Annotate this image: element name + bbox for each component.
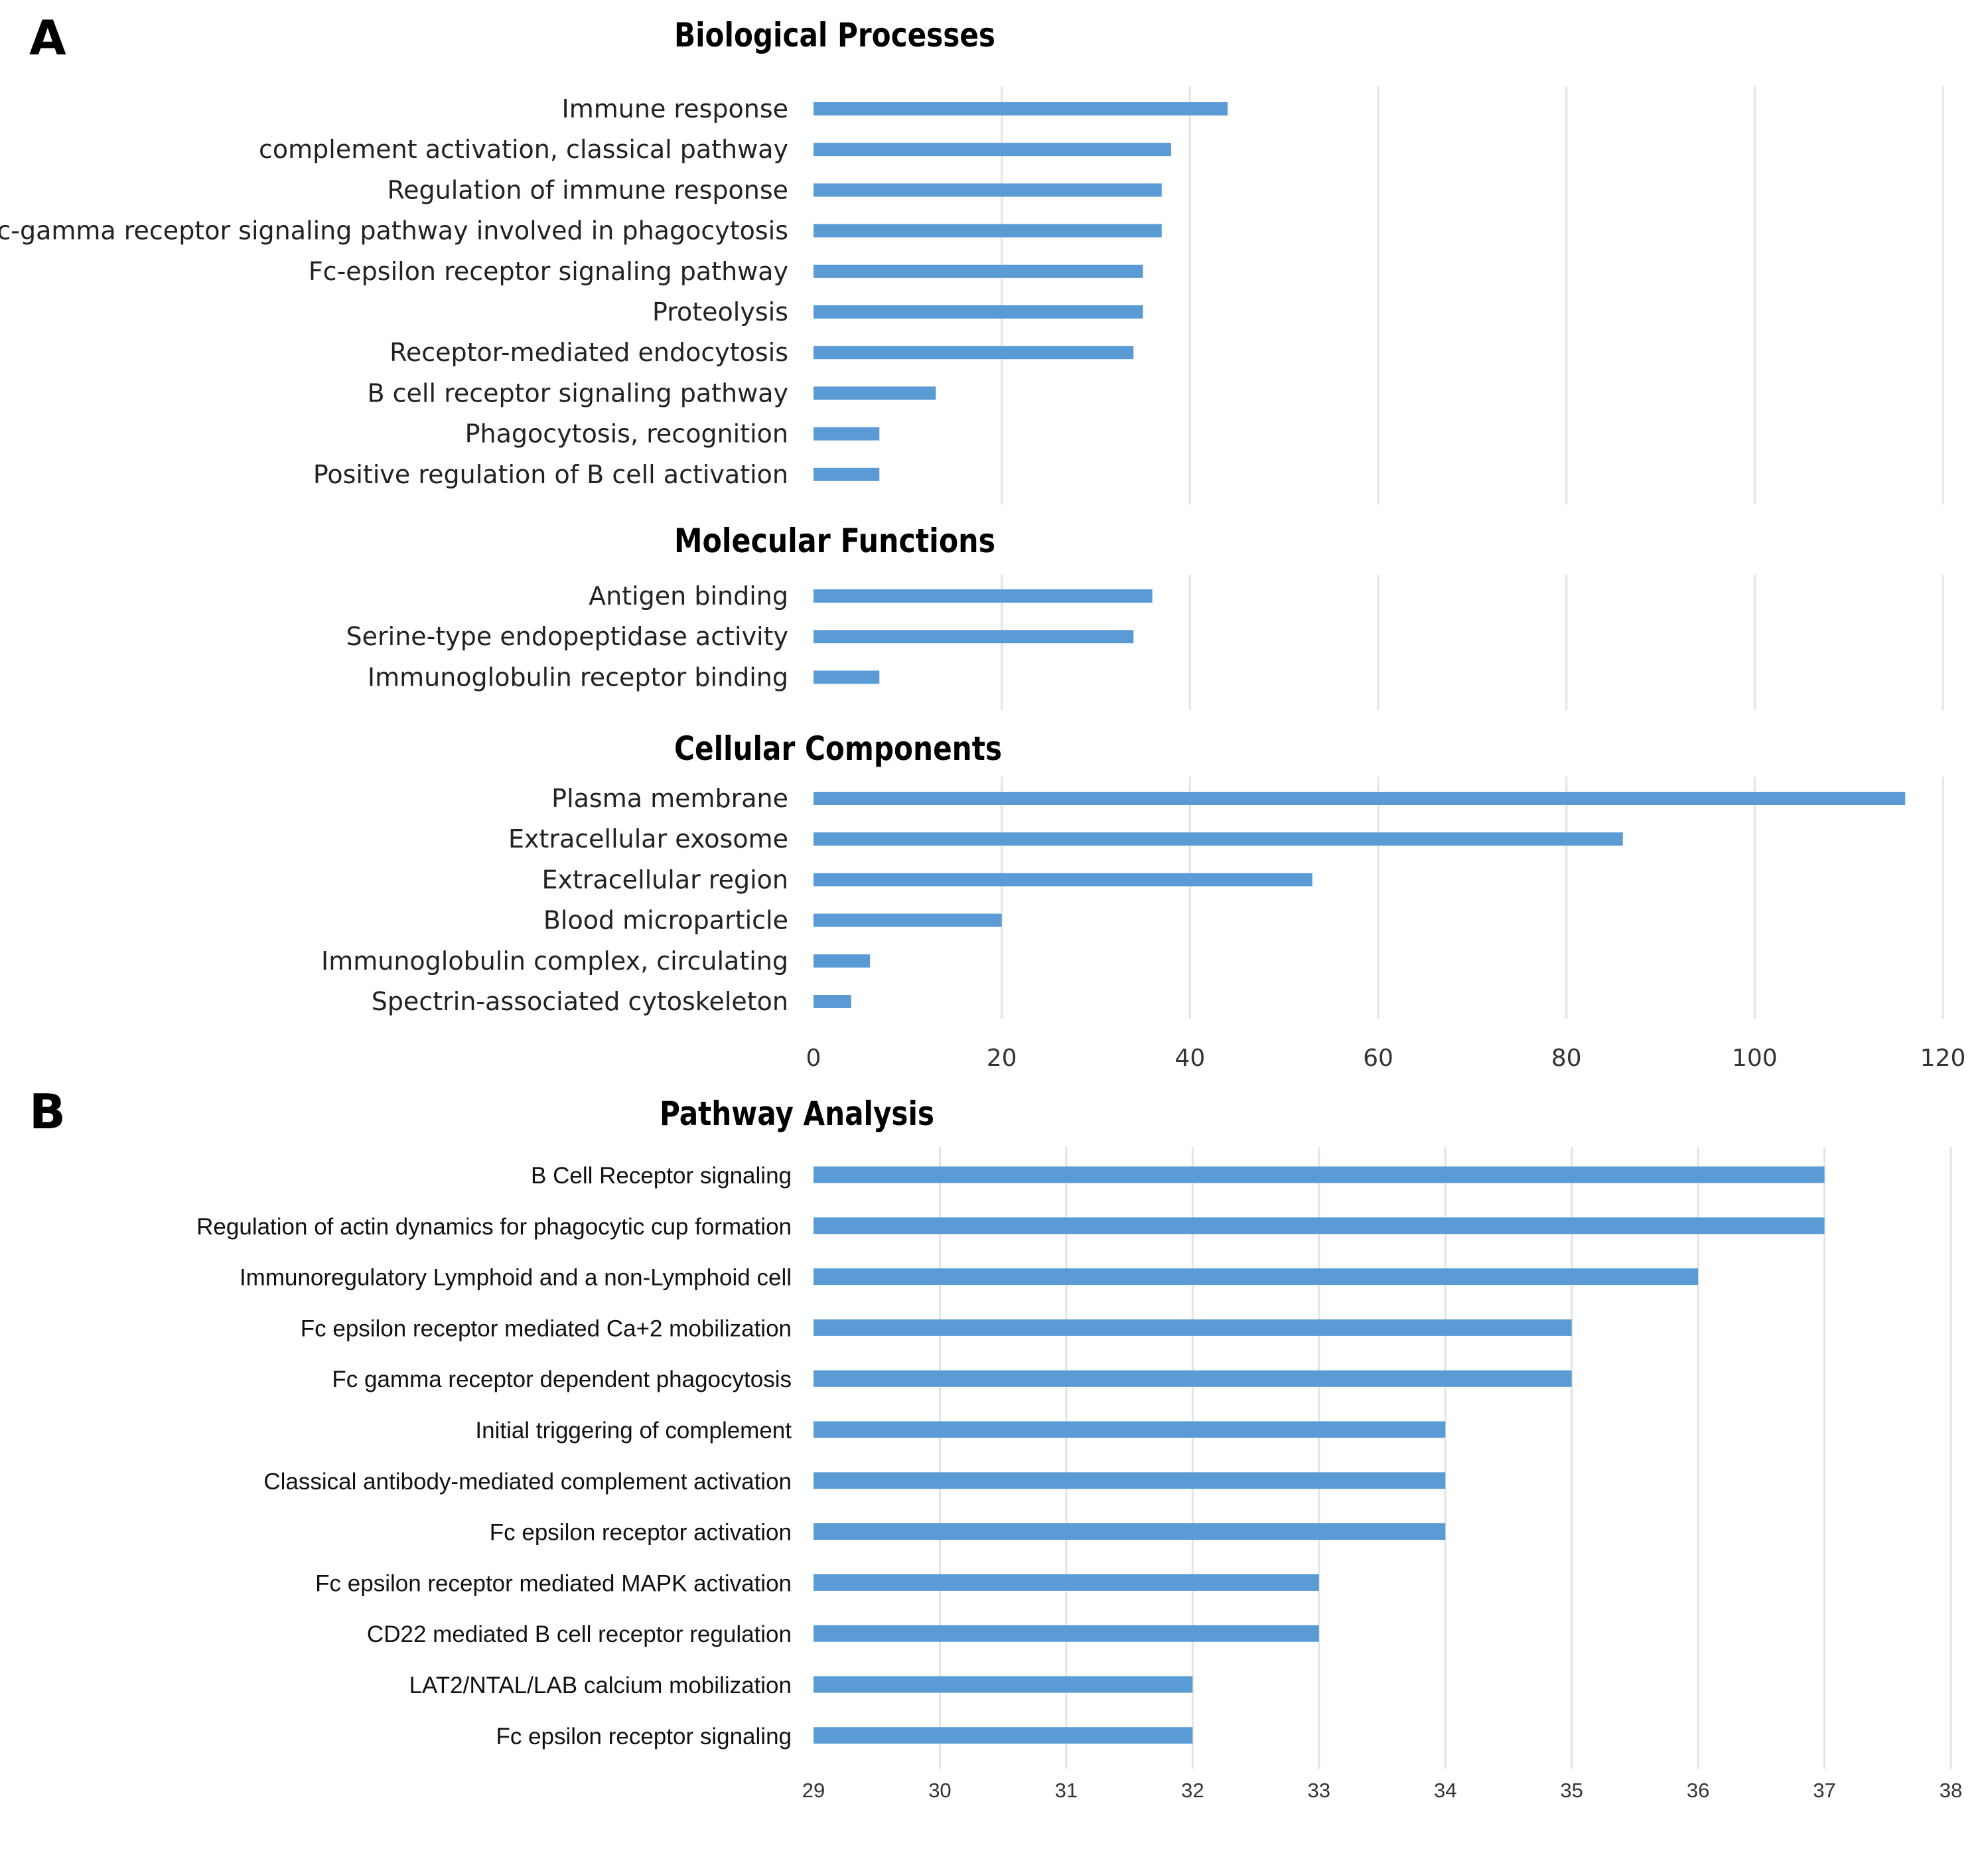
bar xyxy=(814,913,1002,927)
tick-label: 34 xyxy=(1434,1779,1456,1802)
bar xyxy=(814,832,1623,846)
bar xyxy=(814,1166,1825,1183)
category-label: Plasma membrane xyxy=(551,784,788,813)
bar xyxy=(814,1472,1446,1489)
bar xyxy=(814,346,1134,360)
tick-label: 33 xyxy=(1308,1779,1330,1802)
category-label: Regulation of immune response xyxy=(387,175,788,204)
bar xyxy=(814,1727,1193,1744)
bar xyxy=(814,183,1162,197)
category-label: Spectrin-associated cytoskeleton xyxy=(372,987,788,1016)
chart-title: Pathway Analysis xyxy=(660,1094,934,1133)
tick-label: 80 xyxy=(1551,1045,1582,1072)
tick-label: 20 xyxy=(987,1045,1017,1072)
category-label: B cell receptor signaling pathway xyxy=(367,378,788,408)
category-label: Fc epsilon receptor mediated MAPK activa… xyxy=(315,1570,792,1596)
bar xyxy=(814,873,1313,887)
category-label: Immunoglobulin complex, circulating xyxy=(321,946,788,976)
chart-title: Cellular Components xyxy=(674,729,1002,768)
category-label: Fc-gamma receptor signaling pathway invo… xyxy=(0,216,788,246)
category-label: complement activation, classical pathway xyxy=(259,135,788,164)
chart-1: Molecular Functions Antigen binding Serine… xyxy=(346,522,1944,710)
category-label: Fc epsilon receptor signaling xyxy=(496,1724,792,1750)
bar xyxy=(814,1676,1193,1693)
category-label: Immunoglobulin receptor binding xyxy=(368,662,788,692)
bar xyxy=(814,427,880,441)
category-label: Immunoregulatory Lymphoid and a non-Lymp… xyxy=(240,1265,792,1291)
tick-label: 40 xyxy=(1174,1045,1205,1072)
category-label: Blood microparticle xyxy=(543,906,788,935)
charts: Biological Processes Immune response compl… xyxy=(0,16,1965,1802)
bar xyxy=(814,143,1171,157)
bar xyxy=(814,1268,1699,1286)
category-label: Fc-epsilon receptor signaling pathway xyxy=(309,257,788,286)
chart-title: Molecular Functions xyxy=(674,522,995,560)
tick-label: 35 xyxy=(1560,1779,1583,1802)
tick-label: 37 xyxy=(1813,1779,1835,1802)
tick-label: 31 xyxy=(1055,1779,1078,1802)
bar xyxy=(814,954,871,968)
category-label: Immune response xyxy=(562,94,788,123)
tick-label: 100 xyxy=(1732,1045,1778,1072)
panel-label-b: B xyxy=(29,1084,66,1140)
tick-label: 38 xyxy=(1940,1779,1962,1802)
bar xyxy=(814,1523,1446,1540)
tick-label: 60 xyxy=(1363,1045,1393,1072)
bar xyxy=(814,1421,1446,1438)
bar xyxy=(814,386,936,400)
tick-label: 36 xyxy=(1687,1779,1709,1802)
category-label: Initial triggering of complement xyxy=(475,1418,792,1444)
bar xyxy=(814,467,880,481)
category-label: Extracellular exosome xyxy=(508,824,788,854)
category-label: Positive regulation of B cell activation xyxy=(313,460,788,489)
category-label: Phagocytosis, recognition xyxy=(465,419,788,449)
tick-label: 30 xyxy=(928,1779,951,1802)
bar xyxy=(814,630,1134,644)
bar xyxy=(814,264,1143,278)
category-label: LAT2/NTAL/LAB calcium mobilization xyxy=(409,1673,792,1698)
tick-label: 120 xyxy=(1920,1045,1966,1072)
bar xyxy=(814,1574,1319,1591)
bar xyxy=(814,792,1906,805)
bar xyxy=(814,102,1228,115)
category-label: Proteolysis xyxy=(652,297,788,327)
chart-3: Pathway Analysis B Cell Receptor signalin… xyxy=(196,1094,1962,1802)
category-label: Fc epsilon receptor mediated Ca+2 mobili… xyxy=(301,1315,792,1341)
bar xyxy=(814,589,1153,603)
tick-label: 29 xyxy=(802,1779,825,1802)
category-label: CD22 mediated B cell receptor regulation xyxy=(367,1621,792,1647)
bar xyxy=(814,1370,1572,1387)
category-label: B Cell Receptor signaling xyxy=(531,1163,792,1189)
tick-label: 0 xyxy=(806,1045,821,1072)
bar xyxy=(814,1217,1825,1234)
category-label: Classical antibody-mediated complement a… xyxy=(263,1469,792,1495)
bar xyxy=(814,224,1162,238)
chart-2: Cellular Components Plasma membrane Extrac… xyxy=(321,729,1965,1072)
bar xyxy=(814,305,1143,319)
category-label: Fc epsilon receptor activation xyxy=(490,1520,792,1546)
category-label: Serine-type endopeptidase activity xyxy=(346,622,788,651)
category-label: Receptor-mediated endocytosis xyxy=(390,338,788,367)
category-label: Extracellular region xyxy=(541,865,788,894)
chart-0: Biological Processes Immune response compl… xyxy=(0,16,1944,504)
bar xyxy=(814,995,851,1008)
panel-label-a: A xyxy=(29,10,66,66)
bar xyxy=(814,670,880,684)
category-label: Regulation of actin dynamics for phagocy… xyxy=(196,1214,792,1240)
chart-title: Biological Processes xyxy=(674,16,995,54)
tick-label: 32 xyxy=(1181,1779,1204,1802)
category-label: Fc gamma receptor dependent phagocytosis xyxy=(332,1367,792,1392)
bar xyxy=(814,1625,1319,1642)
bar xyxy=(814,1319,1572,1336)
category-label: Antigen binding xyxy=(589,581,788,611)
